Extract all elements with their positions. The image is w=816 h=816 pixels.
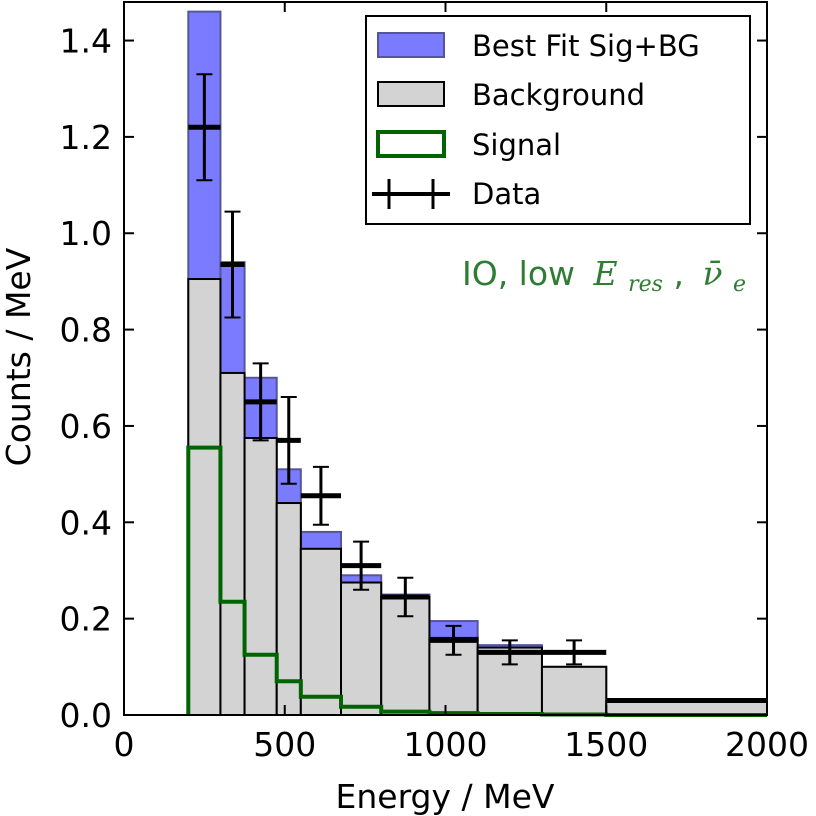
x-tick-label: 0	[114, 725, 135, 764]
annotation-label: IO, low E res , ν̄ e	[462, 254, 746, 299]
annotation-nu-symbol: ν̄	[702, 254, 722, 293]
background-bar	[187, 278, 222, 716]
data-point	[477, 639, 542, 666]
background-bar	[243, 436, 278, 716]
background-bar	[340, 581, 383, 717]
x-axis-label: Energy / MeV	[336, 777, 555, 816]
x-tick-label: 2000	[725, 725, 809, 764]
background-bar	[219, 371, 246, 716]
data-point	[541, 639, 607, 666]
legend-swatch-background	[377, 81, 445, 107]
data-point	[276, 396, 301, 485]
y-tick-label: 1.4	[60, 22, 112, 61]
background-bar	[540, 665, 608, 717]
x-tick-label: 1500	[564, 725, 648, 764]
y-tick-label: 0.8	[60, 311, 112, 350]
data-point	[300, 465, 342, 526]
y-tick-label: 0.0	[60, 696, 112, 735]
legend-swatch-signal	[376, 130, 446, 158]
y-tick-label: 0.4	[60, 503, 112, 542]
y-tick-label: 0.2	[60, 600, 112, 639]
legend-label-signal: Signal	[472, 128, 561, 162]
annotation-energy-subscript: res	[628, 272, 663, 297]
y-tick-label: 1.2	[60, 118, 112, 157]
annotation-nu-subscript: e	[733, 272, 746, 297]
y-axis-label: Counts / MeV	[0, 247, 38, 466]
axis-ticks: 0 500 1000 1500 2000 0.0 0.2 0.4 0.6 0.8 1.0 1.2 1.4	[60, 2, 809, 764]
legend-label-data: Data	[472, 177, 541, 211]
annotation-text: IO, low	[462, 254, 575, 293]
data-point	[220, 210, 245, 319]
data-point	[381, 576, 430, 618]
data-point	[341, 540, 382, 591]
annotation-energy-symbol: E	[593, 254, 618, 293]
legend-label-best-fit: Best Fit Sig+BG	[472, 29, 700, 63]
legend-swatch-best-fit	[377, 32, 445, 58]
x-tick-label: 500	[253, 725, 316, 764]
data-point	[244, 362, 277, 442]
legend: Best Fit Sig+BG Background Signal Data	[365, 15, 751, 225]
background-bars	[187, 278, 768, 717]
y-tick-label: 1.0	[60, 214, 112, 253]
background-bar	[299, 547, 343, 717]
y-tick-label: 0.6	[60, 407, 112, 446]
background-bar	[605, 700, 768, 716]
data-points	[188, 73, 767, 704]
data-point	[188, 73, 221, 182]
legend-marker-data	[372, 179, 450, 209]
legend-label-background: Background	[472, 78, 645, 112]
x-tick-label: 1000	[404, 725, 488, 764]
data-point	[429, 624, 478, 656]
